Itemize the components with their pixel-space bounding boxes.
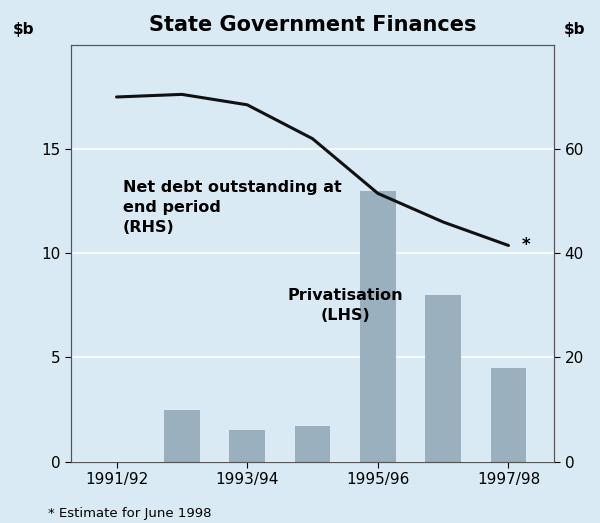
Bar — [360, 191, 396, 462]
Text: Net debt outstanding at
end period
(RHS): Net debt outstanding at end period (RHS) — [123, 180, 342, 235]
Text: *: * — [521, 236, 530, 255]
Text: Privatisation
(LHS): Privatisation (LHS) — [287, 288, 403, 323]
Bar — [425, 295, 461, 462]
Text: * Estimate for June 1998: * Estimate for June 1998 — [48, 507, 212, 520]
Text: $b: $b — [13, 21, 34, 37]
Bar — [295, 426, 331, 462]
Bar — [229, 430, 265, 462]
Title: State Government Finances: State Government Finances — [149, 15, 476, 35]
Bar — [164, 410, 200, 462]
Bar — [491, 368, 526, 462]
Text: $b: $b — [564, 21, 586, 37]
